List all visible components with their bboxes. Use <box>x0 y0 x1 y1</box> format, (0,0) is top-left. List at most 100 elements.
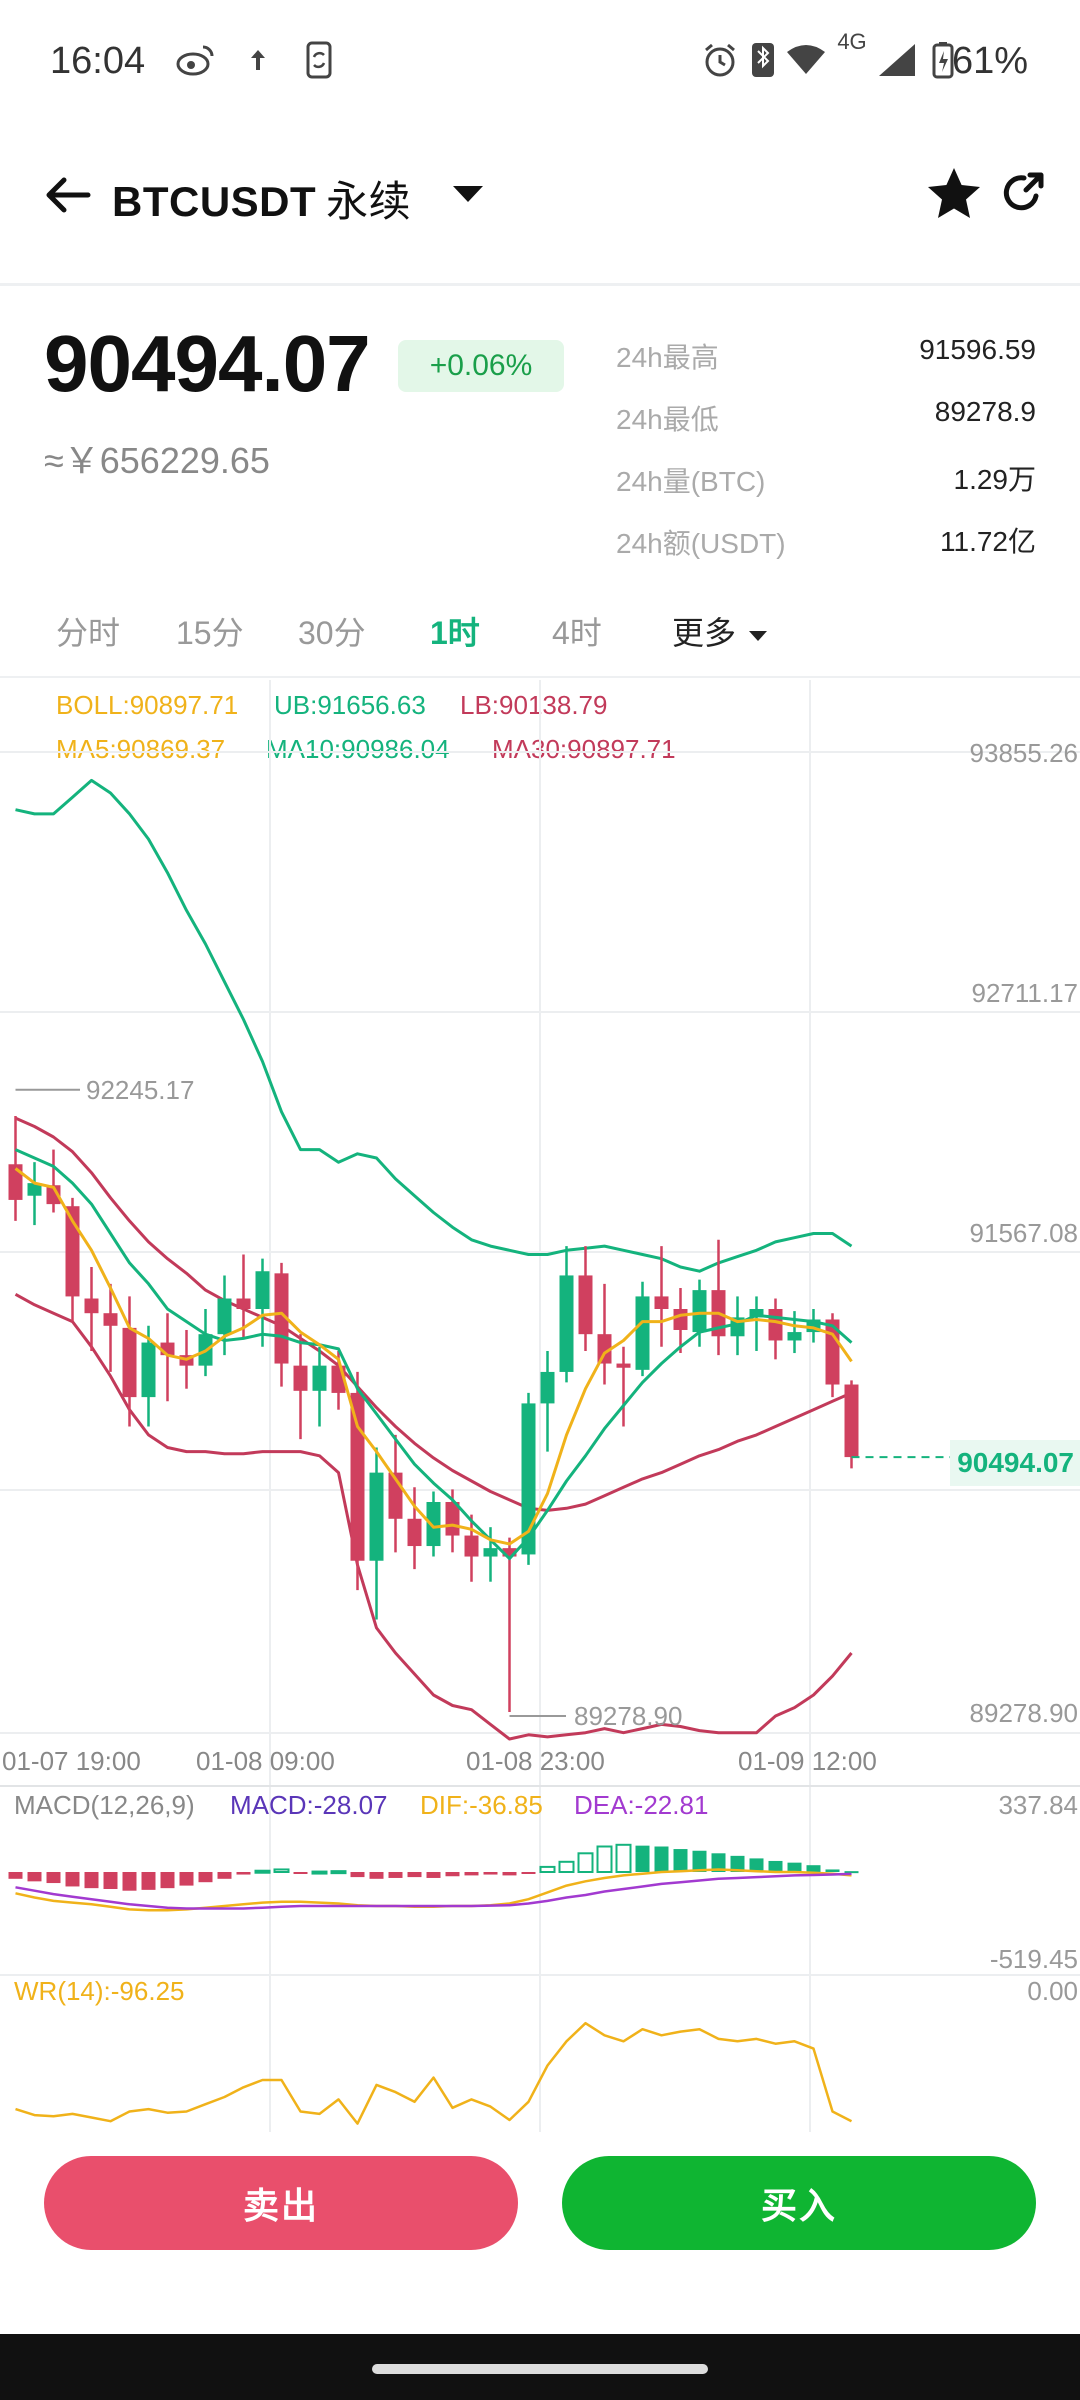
candle <box>293 1334 308 1440</box>
status-time: 16:04 <box>50 40 146 82</box>
candle-body <box>787 1332 802 1341</box>
tab-15m[interactable]: 15分 <box>176 615 244 651</box>
macd-bar <box>539 1865 556 1874</box>
candle-body <box>654 1296 669 1310</box>
candle-body <box>255 1271 270 1310</box>
stat-value: 89278.9 <box>934 396 1036 427</box>
x-axis-label: 01-08 23:00 <box>466 1746 605 1776</box>
interval-tabs: 分时 15分 30分 1时 4时 更多 <box>0 596 1080 676</box>
macd-bar <box>179 1872 194 1886</box>
macd-dea-line <box>15 1872 852 1910</box>
sell-button[interactable]: 卖出 <box>44 2156 518 2250</box>
macd-bar <box>330 1870 347 1875</box>
candle <box>274 1262 289 1387</box>
macd-bar <box>464 1872 479 1876</box>
buy-button[interactable]: 买入 <box>562 2156 1036 2250</box>
dif-value: DIF:-36.85 <box>420 1790 543 1820</box>
candle <box>141 1325 156 1427</box>
alarm-icon <box>700 40 740 80</box>
tab-30m[interactable]: 30分 <box>298 615 366 651</box>
header: BTCUSDT 永续 <box>0 150 1080 280</box>
candle-body <box>597 1334 612 1364</box>
candle <box>369 1447 384 1620</box>
candle-body <box>141 1342 156 1398</box>
share-icon[interactable] <box>996 166 1048 218</box>
candle-body <box>483 1548 498 1557</box>
candle <box>483 1527 498 1582</box>
stat-value: 1.29万 <box>953 464 1037 495</box>
dea-value: DEA:-22.81 <box>574 1790 709 1820</box>
macd-bar <box>426 1872 441 1878</box>
tab-1h[interactable]: 1时 <box>430 615 480 651</box>
macd-bar <box>407 1872 422 1878</box>
y-axis-label: 92711.17 <box>971 978 1078 1008</box>
wr-panel <box>15 2021 853 2125</box>
candle-body <box>407 1518 422 1547</box>
candle <box>502 1537 517 1712</box>
boll-mid-line <box>14 1116 853 1512</box>
tab-time-sharing[interactable]: 分时 <box>56 615 121 651</box>
home-gesture-handle[interactable] <box>372 2364 708 2374</box>
macd-bar <box>160 1872 175 1889</box>
macd-bar <box>483 1872 498 1875</box>
kline-chart[interactable]: 92245.17 89278.90 <box>0 680 1080 2140</box>
macd-bar <box>65 1872 80 1887</box>
symbol-name: BTCUSDT <box>112 178 317 225</box>
macd-bar <box>84 1872 99 1889</box>
macd-params: MACD(12,26,9) <box>14 1790 195 1820</box>
candle <box>84 1267 99 1351</box>
tab-more[interactable]: 更多 <box>672 608 769 654</box>
x-axis-label: 01-08 09:00 <box>196 1746 335 1776</box>
y-axis-label: 91567.08 <box>969 1218 1078 1248</box>
macd-bar <box>254 1869 271 1874</box>
wifi-icon <box>784 40 828 80</box>
signal-icon <box>876 40 918 80</box>
macd-bar <box>217 1872 232 1879</box>
macd-bar <box>673 1849 688 1872</box>
stat-label: 24h最高 <box>616 342 719 373</box>
macd-bar <box>311 1870 328 1875</box>
ma5-line <box>14 1167 853 1546</box>
candle-body <box>369 1472 384 1561</box>
candle <box>597 1283 612 1385</box>
candle <box>464 1514 479 1582</box>
navigation-bar <box>0 2334 1080 2400</box>
candle-body <box>673 1309 688 1330</box>
candle-body <box>236 1298 251 1310</box>
candle <box>559 1246 574 1383</box>
wr-axis-top: 0.00 <box>1027 1976 1078 2006</box>
candle-body <box>103 1313 118 1326</box>
macd-panel <box>8 1843 859 1912</box>
stat-row: 24h最高 91596.59 <box>616 330 1036 392</box>
stat-value: 11.72亿 <box>940 526 1036 557</box>
candles <box>8 1116 859 1712</box>
caret-down-icon[interactable] <box>450 180 486 210</box>
macd-bar <box>388 1872 403 1878</box>
candle-body <box>122 1327 137 1398</box>
boll-lb-value: LB:90138.79 <box>460 690 608 720</box>
wr-value: WR(14):-96.25 <box>14 1976 185 2006</box>
tab-4h[interactable]: 4时 <box>552 615 602 651</box>
stat-row: 24h最低 89278.9 <box>616 392 1036 454</box>
candle-body <box>616 1363 631 1368</box>
chart-grid <box>0 680 1080 2132</box>
boll-ub-line <box>15 778 853 1273</box>
macd-bar <box>350 1872 365 1878</box>
back-arrow-icon[interactable] <box>42 170 92 220</box>
macd-bar <box>806 1865 821 1872</box>
candle <box>27 1162 42 1226</box>
macd-bar <box>615 1843 632 1874</box>
macd-bar <box>692 1850 707 1872</box>
stat-row: 24h额(USDT) 11.72亿 <box>616 516 1036 578</box>
macd-bar <box>730 1855 745 1872</box>
macd-axis-bottom: -519.45 <box>989 1944 1078 1974</box>
macd-bar <box>787 1862 802 1872</box>
symbol-title[interactable]: BTCUSDT 永续 <box>112 168 411 229</box>
candle-body <box>692 1290 707 1333</box>
candle <box>255 1258 270 1347</box>
battery-icon <box>930 40 956 80</box>
candle-body <box>464 1535 479 1557</box>
last-price-tag: 90494.07 <box>950 1440 1080 1486</box>
favorite-star-icon[interactable] <box>924 164 984 224</box>
candle-body <box>768 1309 783 1341</box>
